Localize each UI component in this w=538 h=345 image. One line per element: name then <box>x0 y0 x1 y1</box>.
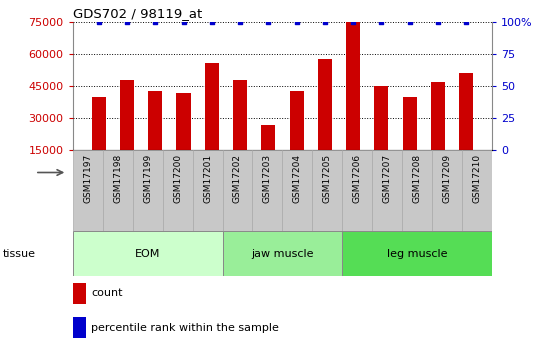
Text: GSM17208: GSM17208 <box>413 154 422 203</box>
Bar <box>233 80 247 182</box>
Bar <box>402 150 433 231</box>
Bar <box>459 73 473 182</box>
Bar <box>73 231 223 276</box>
Bar <box>91 97 106 182</box>
Bar <box>433 150 462 231</box>
Bar <box>223 150 252 231</box>
Bar <box>289 90 303 182</box>
Point <box>405 20 414 25</box>
Point <box>264 20 273 25</box>
Bar <box>431 82 445 182</box>
Text: GSM17204: GSM17204 <box>293 154 302 203</box>
Point <box>208 20 216 25</box>
Bar <box>402 97 416 182</box>
Bar <box>148 90 162 182</box>
Text: GDS702 / 98119_at: GDS702 / 98119_at <box>73 7 202 20</box>
Bar <box>313 150 342 231</box>
Bar <box>252 150 282 231</box>
Point <box>95 20 103 25</box>
Point <box>321 20 329 25</box>
Text: GSM17199: GSM17199 <box>143 154 152 204</box>
Point <box>123 20 131 25</box>
Bar <box>342 150 372 231</box>
Text: leg muscle: leg muscle <box>387 249 448 258</box>
Point <box>434 20 442 25</box>
Bar <box>342 231 492 276</box>
Point <box>462 20 470 25</box>
Bar <box>162 150 193 231</box>
Text: GSM17203: GSM17203 <box>263 154 272 203</box>
Bar <box>261 125 275 182</box>
Text: EOM: EOM <box>135 249 160 258</box>
Point <box>179 20 188 25</box>
Bar <box>132 150 162 231</box>
Bar <box>205 63 219 182</box>
Text: GSM17197: GSM17197 <box>83 154 92 204</box>
Bar <box>346 22 360 182</box>
Point <box>151 20 160 25</box>
Text: GSM17198: GSM17198 <box>113 154 122 204</box>
Text: jaw muscle: jaw muscle <box>251 249 314 258</box>
Bar <box>462 150 492 231</box>
Point <box>349 20 357 25</box>
Bar <box>176 92 190 182</box>
Bar <box>103 150 132 231</box>
Text: GSM17207: GSM17207 <box>383 154 392 203</box>
Bar <box>372 150 402 231</box>
Bar <box>73 150 103 231</box>
Text: GSM17209: GSM17209 <box>443 154 452 203</box>
Text: GSM17210: GSM17210 <box>473 154 482 203</box>
Text: GSM17200: GSM17200 <box>173 154 182 203</box>
Text: count: count <box>91 288 123 298</box>
Point <box>377 20 386 25</box>
Bar <box>374 86 388 182</box>
Text: GSM17201: GSM17201 <box>203 154 212 203</box>
Bar <box>120 80 134 182</box>
Text: percentile rank within the sample: percentile rank within the sample <box>91 323 279 333</box>
Bar <box>282 150 313 231</box>
Text: GSM17205: GSM17205 <box>323 154 332 203</box>
Bar <box>193 150 223 231</box>
Point <box>236 20 244 25</box>
Bar <box>223 231 342 276</box>
Point <box>292 20 301 25</box>
Bar <box>318 59 332 182</box>
Text: GSM17206: GSM17206 <box>353 154 362 203</box>
Text: tissue: tissue <box>3 249 36 258</box>
Text: GSM17202: GSM17202 <box>233 154 242 203</box>
